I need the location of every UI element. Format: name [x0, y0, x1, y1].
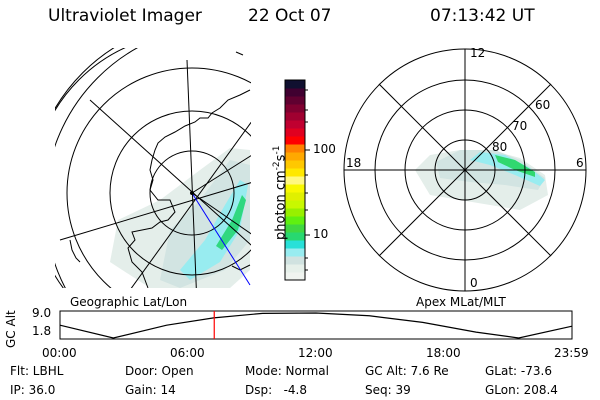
mlt-label-12: 12	[470, 46, 486, 60]
ytick-1-8: 1.8	[32, 324, 52, 338]
status-field: IP: 36.0	[10, 383, 56, 397]
colorbar-swatch	[285, 224, 305, 233]
colorbar-swatch	[285, 176, 305, 185]
colorbar-swatch	[285, 168, 305, 177]
xtick-2359: 23:59	[554, 346, 589, 360]
colorbar-swatch	[285, 184, 305, 193]
mlat-label-70: 70	[512, 119, 528, 133]
colorbar-swatch	[285, 152, 305, 161]
pole-marker	[190, 191, 194, 195]
colorbar-tick-100: 100	[313, 142, 336, 156]
satellite-track	[191, 192, 251, 286]
colorbar-swatch	[285, 144, 305, 153]
ytick-9: 9.0	[32, 306, 52, 320]
colorbar-swatch	[285, 264, 305, 273]
time-label: 07:13:42 UT	[430, 6, 535, 26]
timeline-ylabel: GC Alt	[4, 310, 18, 348]
timeline-frame	[59, 310, 573, 340]
xtick-0000: 00:00	[42, 346, 77, 360]
lat-lon-grid	[55, 48, 251, 288]
mlt-label-6: 6	[576, 156, 584, 170]
left-map-caption: Geographic Lat/Lon	[70, 295, 188, 309]
geographic-map	[55, 48, 251, 288]
coastline	[69, 51, 251, 288]
colorbar-swatch	[285, 160, 305, 169]
colorbar-swatch	[285, 208, 305, 217]
colorbar-tick-10: 10	[313, 227, 329, 241]
mlt-label-0: 0	[470, 276, 478, 290]
date-label: 22 Oct 07	[248, 6, 332, 26]
colorbar-swatch	[285, 104, 305, 113]
colorbar-label-unit: photon cm	[273, 170, 289, 240]
status-field: Seq: 39	[365, 383, 411, 397]
instrument-title: Ultraviolet Imager	[48, 6, 202, 26]
colorbar-swatch	[285, 216, 305, 225]
gc-alt-line	[59, 312, 573, 339]
colorbar-label-exp2: -1	[272, 145, 282, 155]
mlat-label-60: 60	[535, 98, 551, 112]
colorbar-swatch	[285, 136, 305, 145]
status-field: Flt: LBHL	[10, 364, 64, 378]
colorbar-label-exp1: -2	[272, 161, 282, 171]
status-field: GLat: -73.6	[485, 364, 552, 378]
status-field: Door: Open	[125, 364, 194, 378]
xtick-0600: 06:00	[170, 346, 205, 360]
colorbar-swatch	[285, 192, 305, 201]
xtick-1800: 18:00	[426, 346, 461, 360]
status-field: Dsp: -4.8	[245, 383, 308, 397]
right-map-caption: Apex MLat/MLT	[416, 295, 506, 309]
colorbar-swatch	[285, 120, 305, 129]
colorbar-swatch	[285, 272, 305, 281]
colorbar-ticks	[305, 89, 310, 271]
colorbar-label-s: s	[273, 154, 289, 162]
status-field: Gain: 14	[125, 383, 176, 397]
colorbar-frame	[284, 79, 306, 281]
status-field: Mode: Normal	[245, 364, 329, 378]
colorbar-label: photon cm-2s-1	[272, 146, 288, 240]
colorbar-swatch	[285, 248, 305, 257]
colorbar-swatch	[285, 96, 305, 105]
status-field: GC Alt: 7.6 Re	[365, 364, 449, 378]
aurora-image-left	[110, 148, 250, 288]
colorbar-swatch	[285, 256, 305, 265]
colorbar	[285, 80, 305, 281]
xtick-1200: 12:00	[298, 346, 333, 360]
colorbar-swatch	[285, 88, 305, 97]
colorbar-swatch	[285, 128, 305, 137]
mlt-label-18: 18	[346, 156, 362, 170]
colorbar-swatch	[285, 112, 305, 121]
colorbar-swatch	[285, 200, 305, 209]
colorbar-swatch	[285, 232, 305, 241]
colorbar-swatch	[285, 80, 305, 89]
colorbar-swatch	[285, 240, 305, 249]
polar-grid	[343, 48, 587, 292]
mlat-label-80: 80	[492, 140, 508, 154]
status-field: GLon: 208.4	[485, 383, 558, 397]
aurora-image-right	[415, 150, 548, 210]
